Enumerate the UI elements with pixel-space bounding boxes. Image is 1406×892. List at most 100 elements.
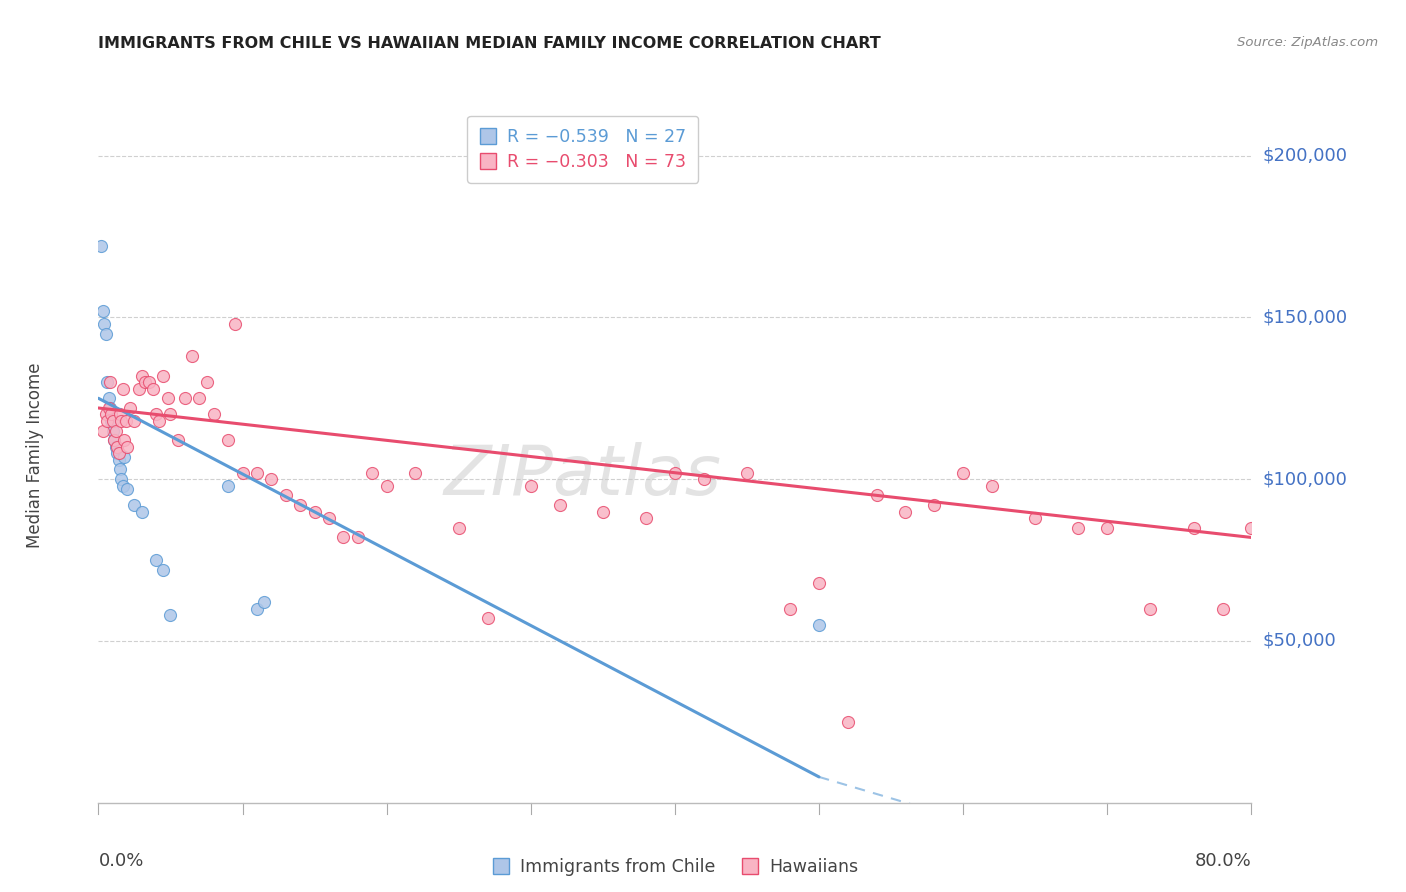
Text: ZIPatlas: ZIPatlas <box>444 442 721 509</box>
Point <box>1182 521 1205 535</box>
Point <box>217 434 239 448</box>
Point <box>97 392 120 406</box>
Point <box>97 401 120 415</box>
Point <box>181 349 204 363</box>
Point <box>346 531 368 545</box>
Point <box>100 408 122 422</box>
Point <box>304 504 326 518</box>
Point <box>96 375 118 389</box>
Point <box>98 401 121 415</box>
Point <box>131 504 153 518</box>
Point <box>107 446 129 460</box>
Point <box>375 478 398 492</box>
Point <box>117 440 138 454</box>
Point <box>138 375 160 389</box>
Point <box>111 382 134 396</box>
Point <box>246 466 269 480</box>
Point <box>274 488 297 502</box>
Point <box>1139 601 1161 615</box>
Point <box>1240 521 1263 535</box>
Point <box>96 414 118 428</box>
Point <box>837 714 859 729</box>
Point <box>922 498 945 512</box>
Point <box>693 472 716 486</box>
Point <box>195 375 218 389</box>
Point <box>134 375 156 389</box>
Point <box>735 466 758 480</box>
Point <box>260 472 283 486</box>
Point <box>91 304 114 318</box>
Point <box>152 368 174 383</box>
Point <box>124 498 146 512</box>
Point <box>1097 521 1119 535</box>
Point <box>105 446 128 460</box>
Point <box>98 375 121 389</box>
Point <box>156 392 179 406</box>
Point <box>202 408 225 422</box>
Point <box>866 488 889 502</box>
Point <box>112 450 135 464</box>
Text: Source: ZipAtlas.com: Source: ZipAtlas.com <box>1237 36 1378 49</box>
Text: $100,000: $100,000 <box>1263 470 1348 488</box>
Point <box>128 382 150 396</box>
Point <box>110 472 132 486</box>
Point <box>145 408 167 422</box>
Point <box>104 424 127 438</box>
Point <box>779 601 801 615</box>
Point <box>148 414 170 428</box>
Point <box>111 478 134 492</box>
Text: $200,000: $200,000 <box>1263 146 1348 165</box>
Text: Median Family Income: Median Family Income <box>25 362 44 548</box>
Point <box>894 504 917 518</box>
Point <box>159 608 181 623</box>
Point <box>807 575 830 590</box>
Point <box>103 434 125 448</box>
Point <box>142 382 165 396</box>
Point <box>174 392 197 406</box>
Point <box>1212 601 1234 615</box>
Point <box>253 595 276 609</box>
Point <box>166 434 188 448</box>
Point <box>131 368 153 383</box>
Point <box>477 611 499 625</box>
Point <box>105 440 128 454</box>
Point <box>592 504 614 518</box>
Text: 0.0%: 0.0% <box>98 852 143 870</box>
Point <box>246 601 269 615</box>
Point <box>159 408 181 422</box>
Point <box>108 408 131 422</box>
Point <box>231 466 254 480</box>
Point <box>807 617 830 632</box>
Point <box>114 414 136 428</box>
Point <box>318 511 340 525</box>
Point <box>117 482 138 496</box>
Point <box>93 317 115 331</box>
Text: $50,000: $50,000 <box>1263 632 1337 650</box>
Point <box>952 466 974 480</box>
Point <box>981 478 1004 492</box>
Legend: Immigrants from Chile, Hawaiians: Immigrants from Chile, Hawaiians <box>484 849 866 885</box>
Point <box>101 414 124 428</box>
Point <box>145 553 167 567</box>
Point <box>405 466 427 480</box>
Text: $150,000: $150,000 <box>1263 309 1348 326</box>
Point <box>636 511 658 525</box>
Point <box>101 424 124 438</box>
Point <box>107 452 129 467</box>
Point <box>124 414 146 428</box>
Point <box>361 466 384 480</box>
Point <box>94 326 117 341</box>
Point <box>224 317 246 331</box>
Point <box>110 414 132 428</box>
Point <box>100 414 122 428</box>
Point <box>188 392 211 406</box>
Point <box>104 440 127 454</box>
Point <box>103 434 125 448</box>
Text: IMMIGRANTS FROM CHILE VS HAWAIIAN MEDIAN FAMILY INCOME CORRELATION CHART: IMMIGRANTS FROM CHILE VS HAWAIIAN MEDIAN… <box>98 36 882 51</box>
Point <box>112 434 135 448</box>
Point <box>332 531 354 545</box>
Point <box>548 498 571 512</box>
Point <box>290 498 312 512</box>
Point <box>447 521 470 535</box>
Point <box>108 462 131 476</box>
